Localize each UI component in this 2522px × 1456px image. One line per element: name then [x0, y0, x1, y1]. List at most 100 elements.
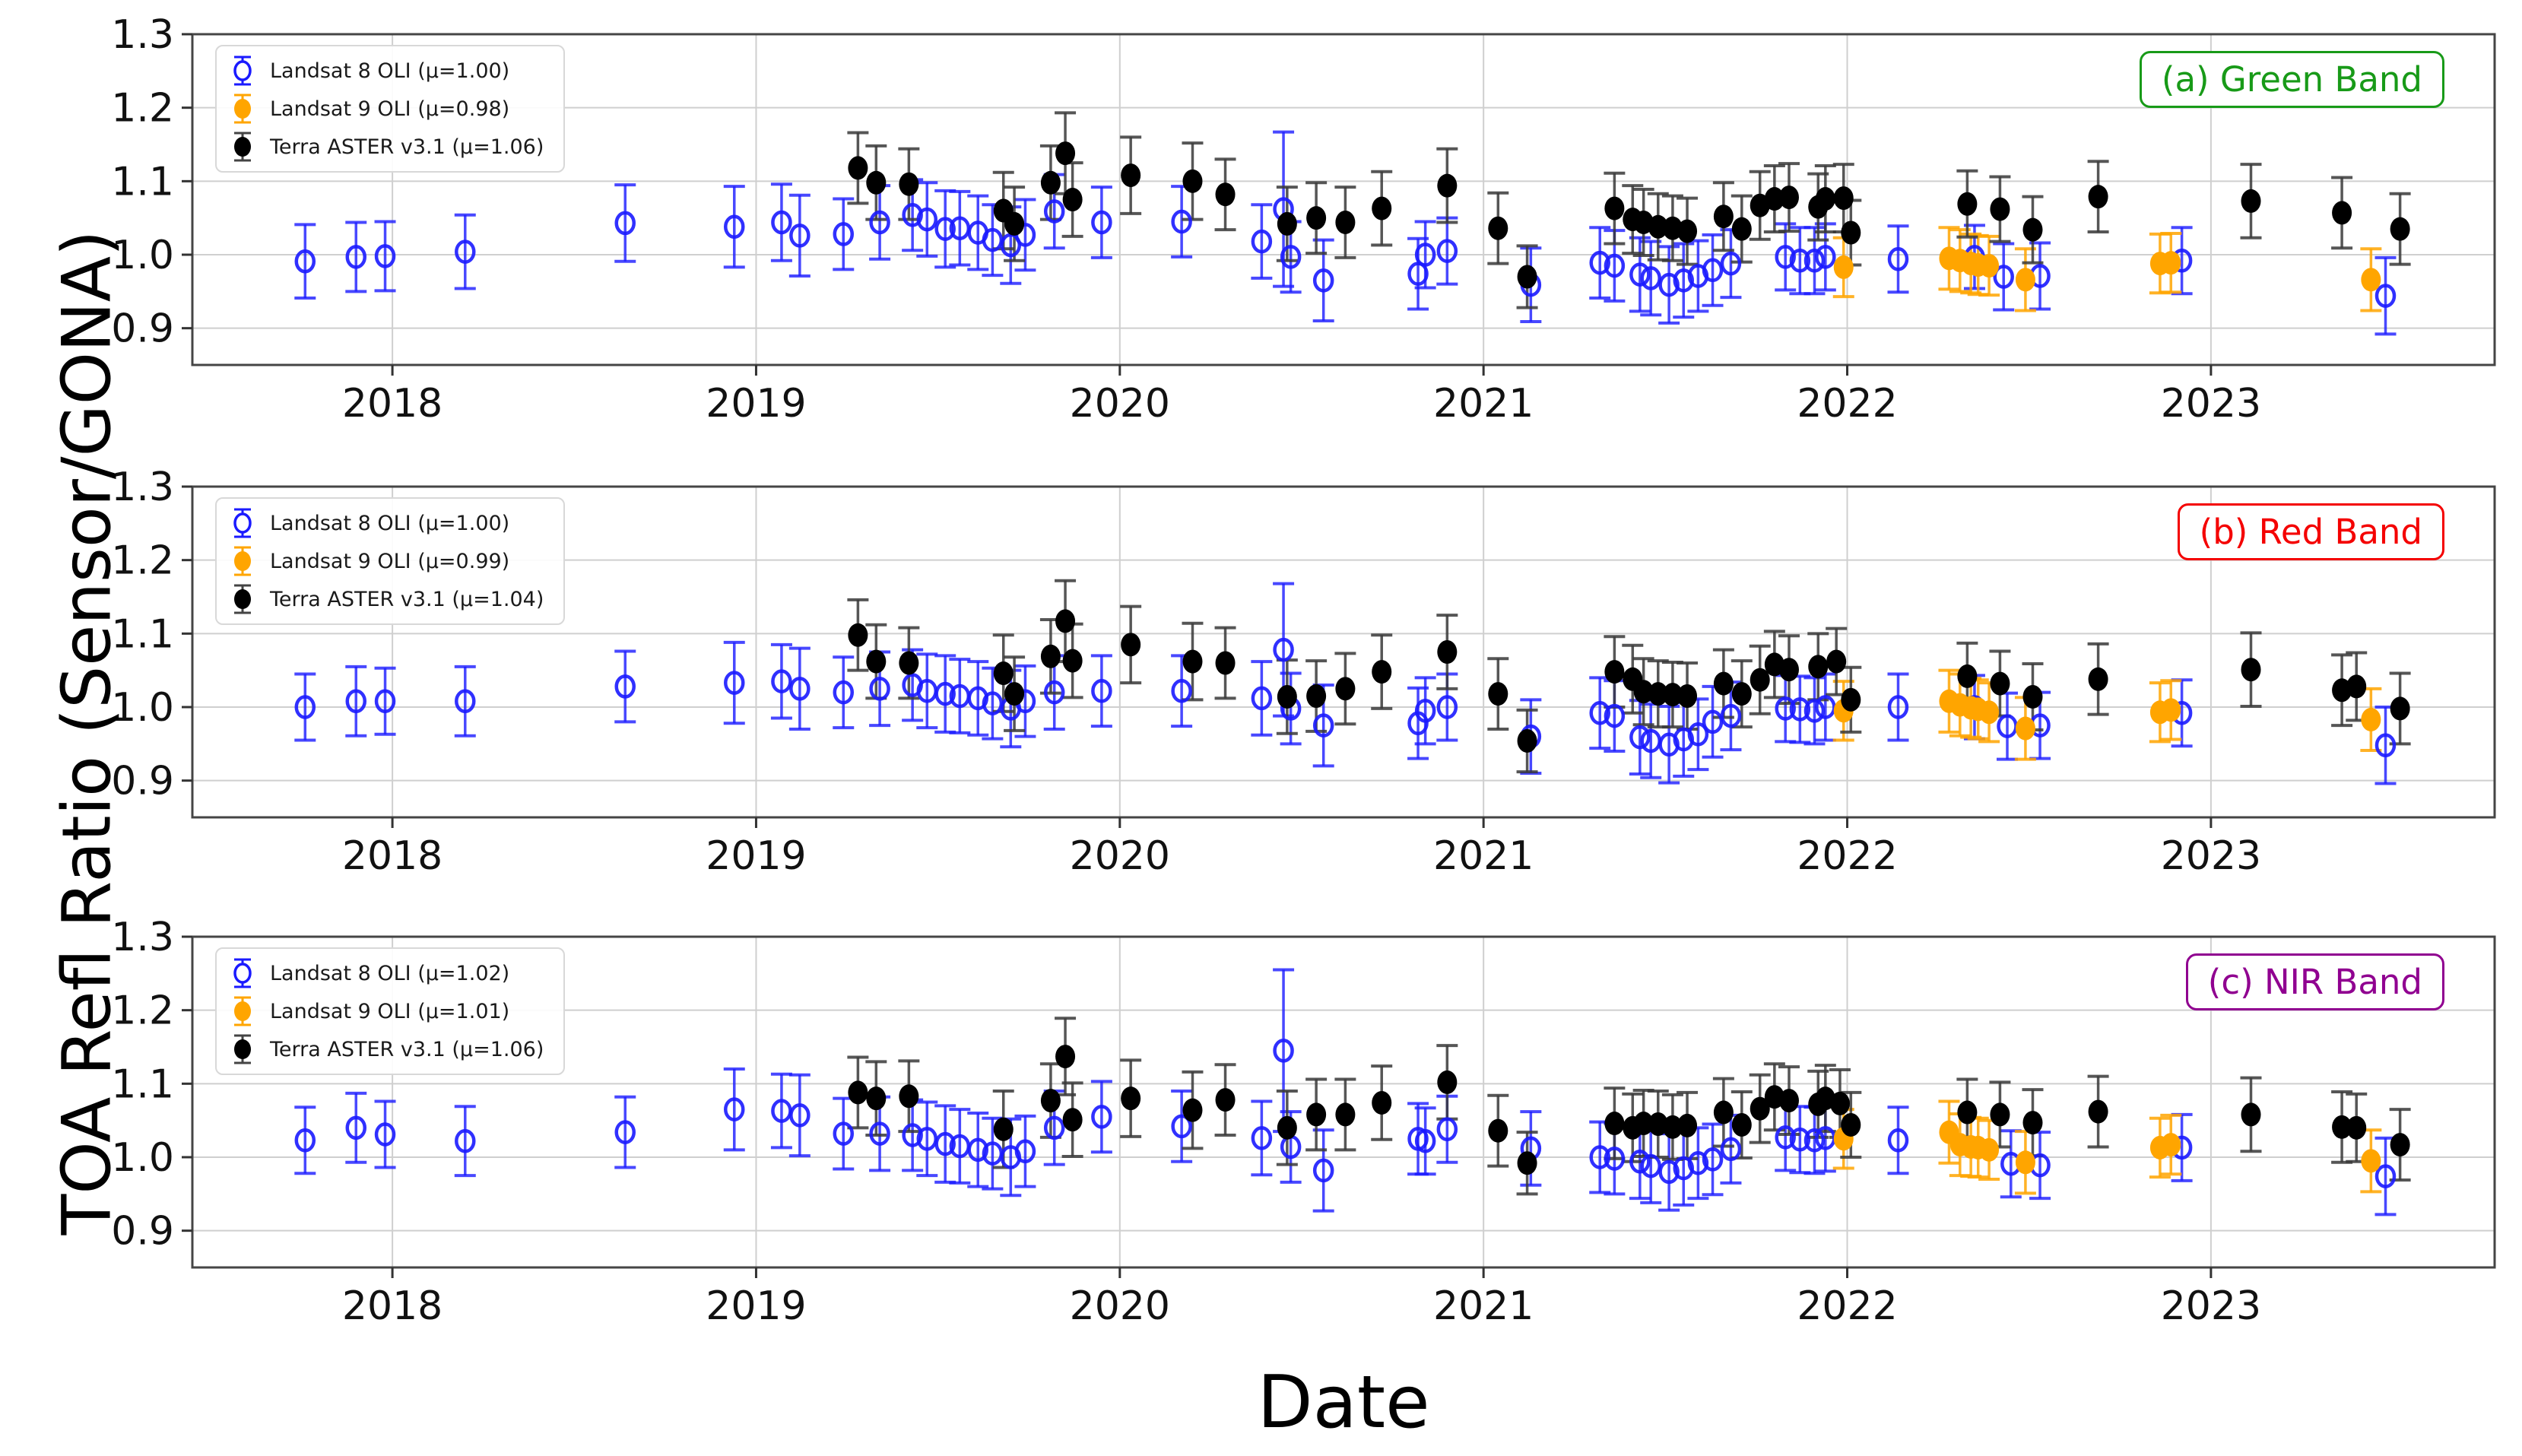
data-point-marker [1815, 695, 1836, 719]
panel-b: 2018 2019 2020 2021 2022 2023 0.9 1.0 1.1 1.2 1.3 [111, 465, 2496, 879]
markers-landsat-8-oli [294, 637, 2397, 758]
data-point-marker [294, 695, 316, 719]
data-point-marker [1658, 1159, 1680, 1185]
data-point-marker [1789, 248, 1811, 273]
legend-label: Terra ASTER v3.1 (μ=1.06) [270, 135, 544, 159]
data-point-marker [1335, 210, 1356, 234]
data-point-marker [771, 210, 792, 235]
data-point-marker [1004, 682, 1025, 706]
legend-item: Landsat 9 OLI (μ=0.99) [227, 544, 544, 578]
data-point-marker [2161, 251, 2181, 275]
data-point-marker [1171, 1114, 1192, 1139]
data-point-marker [1687, 1150, 1709, 1175]
errorbar-open-circle-icon [233, 56, 252, 86]
data-point-marker [1604, 253, 1626, 278]
axes-spines [191, 33, 2496, 366]
data-point-marker [1829, 1091, 1850, 1115]
data-point-marker [1414, 243, 1436, 267]
data-point-marker [1437, 640, 1458, 664]
data-point-marker [1004, 211, 1025, 236]
data-point-marker [2088, 185, 2108, 209]
data-point-marker [1277, 211, 1297, 236]
data-point-marker [1629, 1150, 1651, 1174]
data-point-marker [2346, 674, 2367, 699]
data-point-marker [1702, 1147, 1724, 1172]
data-point-marker [2374, 733, 2397, 758]
data-point-marker [1043, 680, 1065, 705]
data-point-marker [1372, 660, 1392, 684]
data-point-marker [902, 1123, 923, 1147]
data-point-marker [1251, 229, 1273, 254]
data-point-marker [967, 1137, 989, 1163]
panel-title-green-band: (a) Green Band [2139, 51, 2444, 108]
markers-landsat-9-oli [1833, 246, 2381, 292]
data-point-marker [1658, 272, 1680, 297]
data-point-marker [2332, 1115, 2352, 1139]
data-point-marker [1990, 197, 2010, 221]
data-point-marker [1713, 1100, 1734, 1125]
data-point-marker [2022, 684, 2043, 709]
data-point-marker [1215, 651, 1236, 675]
legend-label: Landsat 8 OLI (μ=1.00) [270, 59, 510, 83]
markers-landsat-9-oli [1833, 1120, 2381, 1175]
x-tick-label: 2022 [1797, 381, 1897, 427]
data-point-marker [1789, 1128, 1811, 1152]
data-point-marker [1306, 206, 1327, 230]
data-point-marker [1182, 649, 1203, 674]
data-point-marker [1312, 1158, 1334, 1183]
markers-landsat-9-oli [1833, 689, 2381, 741]
data-point-marker [294, 249, 316, 274]
data-point-marker [1407, 262, 1429, 286]
data-point-marker [374, 1122, 396, 1147]
data-point-marker [1488, 216, 1508, 240]
data-point-marker [1815, 245, 1836, 269]
y-tick-label: 0.9 [111, 306, 174, 352]
errorbar-filled-circle-icon [234, 94, 251, 124]
axes-spines [191, 485, 2496, 819]
errorbar-filled-circle-icon [234, 996, 251, 1026]
data-point-marker [1437, 173, 1458, 198]
data-point-marker [1040, 170, 1061, 195]
data-point-marker [2161, 1133, 2181, 1157]
x-tick-label: 2019 [706, 833, 806, 879]
data-point-marker [1629, 262, 1651, 287]
x-tick-label: 2023 [2161, 381, 2261, 427]
data-point-marker [1648, 682, 1668, 706]
legend-item: Terra ASTER v3.1 (μ=1.04) [227, 582, 544, 616]
data-point-marker [1437, 1070, 1458, 1094]
data-point-marker [1887, 695, 1909, 719]
data-point-marker [1764, 187, 1784, 211]
data-point-marker [1990, 671, 2010, 696]
data-point-marker [1604, 660, 1625, 684]
data-point-marker [345, 1115, 367, 1140]
data-point-marker [1957, 192, 1978, 216]
errorbar-open-circle-icon [233, 958, 252, 988]
data-point-marker [1778, 1089, 1799, 1113]
data-point-marker [1720, 703, 1742, 728]
data-point-marker [1121, 1086, 1141, 1111]
data-point-marker [1043, 1115, 1065, 1140]
data-point-marker [294, 1128, 316, 1153]
data-point-marker [833, 222, 855, 246]
data-point-marker [1677, 219, 1698, 243]
data-point-marker [1826, 649, 1847, 674]
data-point-marker [1648, 1112, 1668, 1136]
data-point-marker [1055, 609, 1076, 633]
data-point-marker [1833, 255, 1854, 279]
x-tick-label: 2019 [706, 381, 806, 427]
errorbar-filled-circle-icon [234, 584, 251, 614]
x-tick-label: 2021 [1433, 1283, 1534, 1329]
data-point-marker [1778, 658, 1799, 682]
legend-label: Landsat 8 OLI (μ=1.00) [270, 511, 510, 535]
data-point-marker [1677, 684, 1698, 708]
data-point-marker [1604, 703, 1626, 728]
data-point-marker [866, 649, 887, 674]
axes-spines [191, 935, 2496, 1269]
y-tick-label: 0.9 [111, 759, 174, 804]
data-point-marker [1062, 1108, 1083, 1132]
data-point-marker [1677, 1113, 1698, 1137]
data-point-marker [2022, 217, 2043, 242]
data-point-marker [869, 1121, 890, 1146]
